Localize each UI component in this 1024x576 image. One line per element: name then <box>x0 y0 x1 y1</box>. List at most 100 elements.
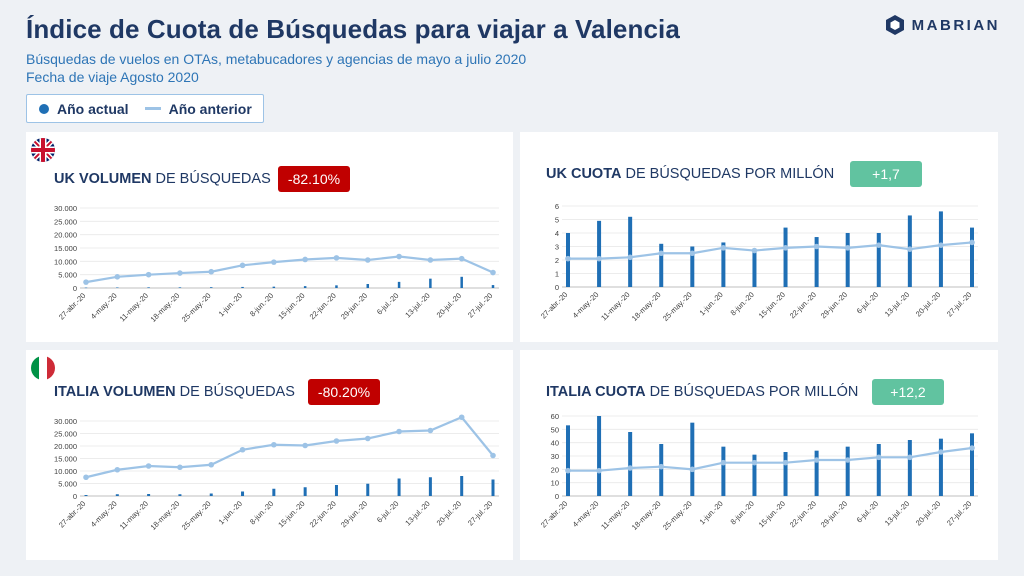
y-tick-label: 0 <box>555 492 559 501</box>
it-share-chart: 0 10 20 30 40 50 60 27-abr.-20 4-may.-2011-may.-… <box>539 412 978 532</box>
line-point <box>627 254 633 261</box>
line-point <box>458 414 465 421</box>
line-point <box>333 438 340 444</box>
bar <box>628 216 633 287</box>
bar <box>84 495 88 496</box>
line-point <box>844 457 851 463</box>
y-tick-label: 20.000 <box>54 231 77 240</box>
line-point <box>239 262 246 269</box>
x-tick-label: 22-jun.-20 <box>788 290 818 320</box>
bar <box>178 494 182 496</box>
bar <box>460 476 464 496</box>
y-tick-label: 20 <box>551 465 559 474</box>
bar <box>876 233 881 287</box>
bar <box>366 483 370 496</box>
line-point <box>427 257 434 263</box>
x-tick-label: 8-jun.-20 <box>248 291 275 318</box>
uk-share-panel: UK CUOTA DE BÚSQUEDAS POR MILLÓN +1,7 0 1… <box>520 132 998 342</box>
line-point <box>302 442 308 449</box>
bar <box>721 242 726 287</box>
line-point <box>596 467 602 474</box>
hexagon-logo-icon <box>885 15 904 35</box>
bar <box>334 485 338 496</box>
bar <box>970 433 974 496</box>
x-tick-label: 22-jun.-20 <box>308 291 338 321</box>
x-tick-label: 11-may.-20 <box>599 290 631 322</box>
it-share-panel: ITALIA CUOTA DE BÚSQUEDAS POR MILLÓN +12… <box>520 350 998 560</box>
line-point <box>720 245 727 251</box>
bar <box>597 220 602 287</box>
x-tick-label: 8-jun.-20 <box>729 499 756 526</box>
x-tick-label: 13-jul.-20 <box>883 290 911 318</box>
line-point <box>875 454 882 461</box>
x-tick-label: 27-abr.-20 <box>539 290 570 321</box>
line-point <box>596 255 602 262</box>
line-point <box>938 449 944 455</box>
line-point <box>145 463 152 469</box>
y-tick-label: 2 <box>555 256 559 265</box>
uk-volume-chart: 0 5.000 10.000 15.000 20.000 25.000 30.000 27-a… <box>54 204 499 324</box>
bar <box>597 416 602 496</box>
bar <box>178 287 182 288</box>
x-tick-label: 13-jul.-20 <box>403 291 431 319</box>
bar <box>783 452 788 496</box>
brand-name: MABRIAN <box>911 16 1000 34</box>
line-point <box>271 259 277 265</box>
bar <box>241 286 244 288</box>
x-tick-label: 29-jun.-20 <box>819 499 849 529</box>
line-point <box>364 257 371 263</box>
bar <box>690 422 695 496</box>
line-point <box>813 457 820 463</box>
bar <box>659 444 664 496</box>
line-point <box>302 256 308 263</box>
line-point <box>333 255 340 261</box>
x-tick-label: 1-jun.-20 <box>697 499 724 526</box>
bar <box>659 243 664 287</box>
x-tick-label: 22-jun.-20 <box>788 499 818 529</box>
x-tick-label: 25-may.-20 <box>661 499 694 532</box>
line-point <box>177 270 183 276</box>
bar <box>938 211 943 287</box>
x-tick-label: 20-jul.-20 <box>914 499 942 527</box>
y-tick-label: 5 <box>555 216 559 225</box>
bar <box>428 477 432 496</box>
bar <box>907 440 912 496</box>
bar <box>272 488 276 496</box>
line-point <box>875 242 882 248</box>
x-tick-label: 4-may.-20 <box>89 291 119 321</box>
bar <box>845 446 850 496</box>
line-point <box>208 461 215 468</box>
x-tick-label: 27-abr.-20 <box>57 291 88 322</box>
x-tick-label: 25-may.-20 <box>661 290 694 323</box>
line-point <box>938 242 944 248</box>
x-tick-label: 11-may.-20 <box>118 499 150 531</box>
uk-share-title: UK CUOTA DE BÚSQUEDAS POR MILLÓN <box>546 166 835 182</box>
line-point <box>969 239 975 246</box>
bar <box>84 287 88 289</box>
x-tick-label: 1-jun.-20 <box>697 290 724 317</box>
x-tick-label: 15-jun.-20 <box>276 499 306 529</box>
y-tick-label: 25.000 <box>54 217 77 226</box>
bar <box>938 438 943 496</box>
y-tick-label: 0 <box>73 492 77 501</box>
x-tick-label: 15-jun.-20 <box>757 499 787 529</box>
y-tick-label: 50 <box>551 425 559 434</box>
y-tick-label: 4 <box>555 229 559 238</box>
italy-flag-icon <box>31 356 55 380</box>
line-point <box>969 445 975 451</box>
x-tick-label: 18-may.-20 <box>149 499 182 532</box>
line-point <box>782 459 789 466</box>
x-tick-label: 6-jul.-20 <box>855 290 881 316</box>
line-point <box>813 243 820 250</box>
bar <box>147 287 150 288</box>
series-line <box>85 255 494 284</box>
bar <box>783 227 788 287</box>
line-point <box>720 459 727 466</box>
line-point <box>83 279 89 285</box>
line-point <box>689 250 696 257</box>
x-tick-label: 4-may.-20 <box>571 290 601 320</box>
series-line <box>568 446 973 472</box>
bar <box>814 450 819 496</box>
x-tick-label: 13-jul.-20 <box>403 499 431 527</box>
line-point <box>490 452 496 459</box>
